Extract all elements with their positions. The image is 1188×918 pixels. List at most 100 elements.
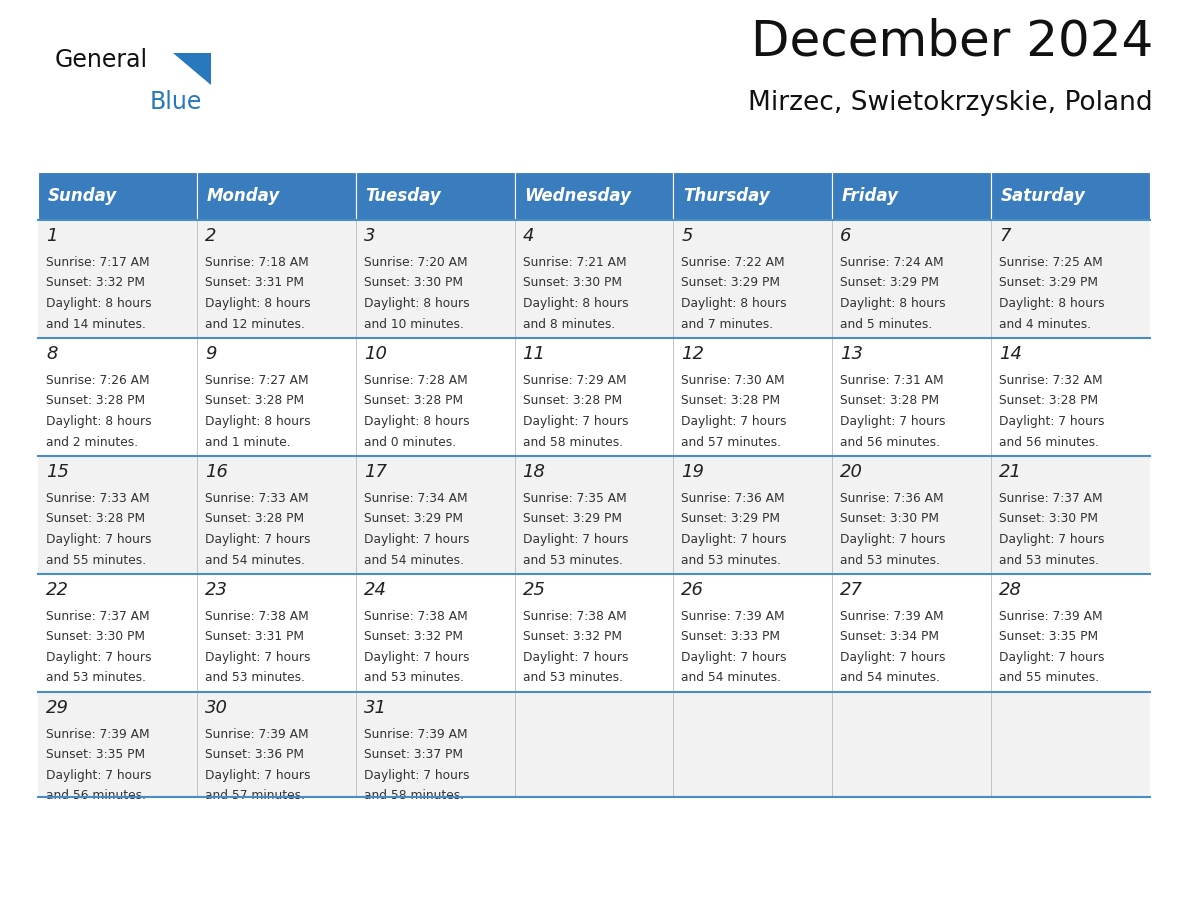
Text: Sunset: 3:29 PM: Sunset: 3:29 PM	[682, 276, 781, 289]
Text: Sunrise: 7:38 AM: Sunrise: 7:38 AM	[364, 610, 467, 623]
Text: 7: 7	[999, 227, 1011, 245]
Text: 26: 26	[682, 581, 704, 599]
Text: Sunset: 3:31 PM: Sunset: 3:31 PM	[204, 631, 304, 644]
Bar	[991, 172, 1150, 220]
Text: Daylight: 7 hours: Daylight: 7 hours	[682, 415, 786, 428]
Text: and 14 minutes.: and 14 minutes.	[46, 318, 146, 330]
Text: Friday: Friday	[842, 187, 899, 205]
Bar	[355, 172, 514, 220]
Text: 14: 14	[999, 345, 1022, 363]
Text: Sunset: 3:36 PM: Sunset: 3:36 PM	[204, 748, 304, 762]
Text: Sunset: 3:29 PM: Sunset: 3:29 PM	[840, 276, 940, 289]
Text: Daylight: 8 hours: Daylight: 8 hours	[204, 415, 310, 428]
Text: December 2024: December 2024	[751, 18, 1154, 66]
Text: Sunrise: 7:39 AM: Sunrise: 7:39 AM	[999, 610, 1102, 623]
Text: Daylight: 7 hours: Daylight: 7 hours	[523, 533, 628, 546]
Text: 12: 12	[682, 345, 704, 363]
Text: Sunrise: 7:39 AM: Sunrise: 7:39 AM	[840, 610, 943, 623]
Text: Sunrise: 7:25 AM: Sunrise: 7:25 AM	[999, 256, 1102, 269]
Text: 30: 30	[204, 699, 228, 717]
Text: General: General	[55, 48, 148, 72]
Text: Daylight: 8 hours: Daylight: 8 hours	[46, 297, 152, 310]
Text: Daylight: 7 hours: Daylight: 7 hours	[840, 533, 946, 546]
Text: Daylight: 7 hours: Daylight: 7 hours	[523, 651, 628, 664]
Text: 8: 8	[46, 345, 57, 363]
Text: Sunrise: 7:39 AM: Sunrise: 7:39 AM	[682, 610, 785, 623]
Text: Monday: Monday	[207, 187, 279, 205]
Text: Sunrise: 7:28 AM: Sunrise: 7:28 AM	[364, 374, 467, 387]
Text: 20: 20	[840, 463, 864, 481]
Text: Sunset: 3:32 PM: Sunset: 3:32 PM	[46, 276, 145, 289]
Text: Sunset: 3:35 PM: Sunset: 3:35 PM	[46, 748, 145, 762]
Text: and 0 minutes.: and 0 minutes.	[364, 435, 456, 449]
Text: Daylight: 7 hours: Daylight: 7 hours	[46, 533, 151, 546]
Text: Sunrise: 7:29 AM: Sunrise: 7:29 AM	[523, 374, 626, 387]
Text: Sunrise: 7:38 AM: Sunrise: 7:38 AM	[204, 610, 309, 623]
Text: Tuesday: Tuesday	[365, 187, 441, 205]
Text: and 8 minutes.: and 8 minutes.	[523, 318, 614, 330]
Text: and 54 minutes.: and 54 minutes.	[364, 554, 463, 566]
Text: Daylight: 7 hours: Daylight: 7 hours	[364, 651, 469, 664]
Text: Daylight: 7 hours: Daylight: 7 hours	[204, 533, 310, 546]
Text: 10: 10	[364, 345, 386, 363]
Text: Sunrise: 7:33 AM: Sunrise: 7:33 AM	[204, 492, 309, 505]
Text: Blue: Blue	[150, 90, 202, 114]
Text: Saturday: Saturday	[1000, 187, 1086, 205]
Text: and 53 minutes.: and 53 minutes.	[999, 554, 1099, 566]
Text: 25: 25	[523, 581, 545, 599]
Text: 21: 21	[999, 463, 1022, 481]
Text: Daylight: 7 hours: Daylight: 7 hours	[204, 651, 310, 664]
Bar	[38, 456, 1150, 574]
Text: Sunrise: 7:21 AM: Sunrise: 7:21 AM	[523, 256, 626, 269]
Bar	[514, 172, 674, 220]
Text: Sunset: 3:28 PM: Sunset: 3:28 PM	[204, 395, 304, 408]
Text: 11: 11	[523, 345, 545, 363]
Text: and 57 minutes.: and 57 minutes.	[682, 435, 782, 449]
Text: Sunset: 3:30 PM: Sunset: 3:30 PM	[364, 276, 462, 289]
Text: Sunset: 3:29 PM: Sunset: 3:29 PM	[682, 512, 781, 525]
Text: Sunset: 3:33 PM: Sunset: 3:33 PM	[682, 631, 781, 644]
Text: Sunset: 3:31 PM: Sunset: 3:31 PM	[204, 276, 304, 289]
Text: and 53 minutes.: and 53 minutes.	[46, 671, 146, 685]
Text: Sunrise: 7:20 AM: Sunrise: 7:20 AM	[364, 256, 467, 269]
Text: and 5 minutes.: and 5 minutes.	[840, 318, 933, 330]
Text: 23: 23	[204, 581, 228, 599]
Bar	[38, 692, 1150, 797]
Polygon shape	[173, 53, 211, 85]
Text: Daylight: 8 hours: Daylight: 8 hours	[364, 297, 469, 310]
Text: Sunrise: 7:27 AM: Sunrise: 7:27 AM	[204, 374, 309, 387]
Text: 27: 27	[840, 581, 864, 599]
Bar	[38, 338, 1150, 456]
Text: Sunset: 3:30 PM: Sunset: 3:30 PM	[840, 512, 940, 525]
Text: and 53 minutes.: and 53 minutes.	[364, 671, 463, 685]
Text: and 57 minutes.: and 57 minutes.	[204, 789, 305, 802]
Text: 16: 16	[204, 463, 228, 481]
Text: Sunrise: 7:39 AM: Sunrise: 7:39 AM	[46, 728, 150, 741]
Text: Sunset: 3:30 PM: Sunset: 3:30 PM	[999, 512, 1098, 525]
Text: Sunrise: 7:36 AM: Sunrise: 7:36 AM	[840, 492, 943, 505]
Text: Mirzec, Swietokrzyskie, Poland: Mirzec, Swietokrzyskie, Poland	[748, 90, 1154, 116]
Text: Daylight: 7 hours: Daylight: 7 hours	[999, 415, 1105, 428]
Text: and 54 minutes.: and 54 minutes.	[204, 554, 305, 566]
Text: Daylight: 7 hours: Daylight: 7 hours	[364, 533, 469, 546]
Text: Sunset: 3:28 PM: Sunset: 3:28 PM	[46, 395, 145, 408]
Text: 17: 17	[364, 463, 386, 481]
Text: Daylight: 7 hours: Daylight: 7 hours	[999, 533, 1105, 546]
Text: Sunrise: 7:24 AM: Sunrise: 7:24 AM	[840, 256, 943, 269]
Text: Daylight: 7 hours: Daylight: 7 hours	[364, 769, 469, 782]
Text: and 4 minutes.: and 4 minutes.	[999, 318, 1092, 330]
Text: Sunset: 3:29 PM: Sunset: 3:29 PM	[999, 276, 1098, 289]
Text: Daylight: 8 hours: Daylight: 8 hours	[46, 415, 152, 428]
Text: Sunrise: 7:18 AM: Sunrise: 7:18 AM	[204, 256, 309, 269]
Text: Daylight: 7 hours: Daylight: 7 hours	[840, 415, 946, 428]
Text: Sunrise: 7:37 AM: Sunrise: 7:37 AM	[999, 492, 1102, 505]
Text: Sunrise: 7:17 AM: Sunrise: 7:17 AM	[46, 256, 150, 269]
Text: 28: 28	[999, 581, 1022, 599]
Text: Daylight: 7 hours: Daylight: 7 hours	[204, 769, 310, 782]
Text: Sunset: 3:28 PM: Sunset: 3:28 PM	[999, 395, 1098, 408]
Text: Sunset: 3:28 PM: Sunset: 3:28 PM	[204, 512, 304, 525]
Text: 4: 4	[523, 227, 535, 245]
Bar	[674, 172, 833, 220]
Text: Sunday: Sunday	[48, 187, 116, 205]
Text: 18: 18	[523, 463, 545, 481]
